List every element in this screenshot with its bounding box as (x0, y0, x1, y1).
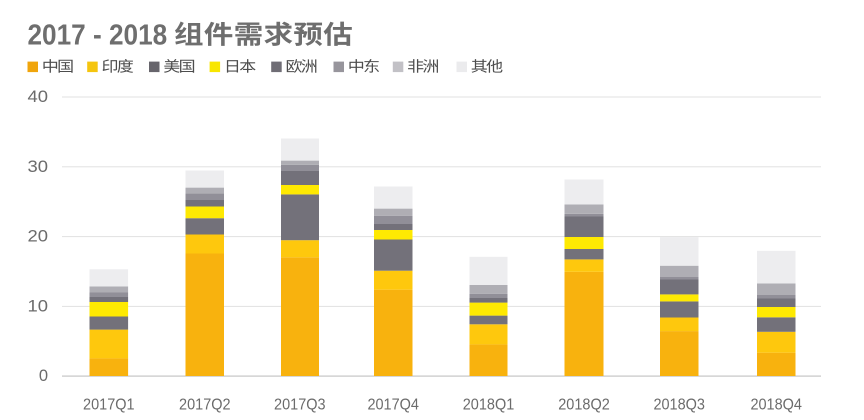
svg-text:0: 0 (39, 367, 48, 385)
svg-text:2018Q1: 2018Q1 (463, 396, 515, 413)
svg-text:2017 - 2018: 2017 - 2018 (28, 19, 168, 51)
svg-text:2017Q1: 2017Q1 (83, 396, 135, 413)
svg-text:2018Q2: 2018Q2 (558, 396, 610, 413)
svg-text:40: 40 (28, 88, 49, 106)
svg-text:2018Q3: 2018Q3 (653, 396, 705, 413)
svg-text:10: 10 (28, 297, 49, 315)
svg-text:2017Q4: 2017Q4 (367, 396, 419, 413)
svg-text:30: 30 (28, 158, 49, 176)
svg-text:2017Q3: 2017Q3 (274, 396, 326, 413)
svg-text:2017Q2: 2017Q2 (179, 396, 231, 413)
svg-text:2018Q4: 2018Q4 (750, 396, 802, 413)
svg-text:20: 20 (28, 228, 49, 246)
